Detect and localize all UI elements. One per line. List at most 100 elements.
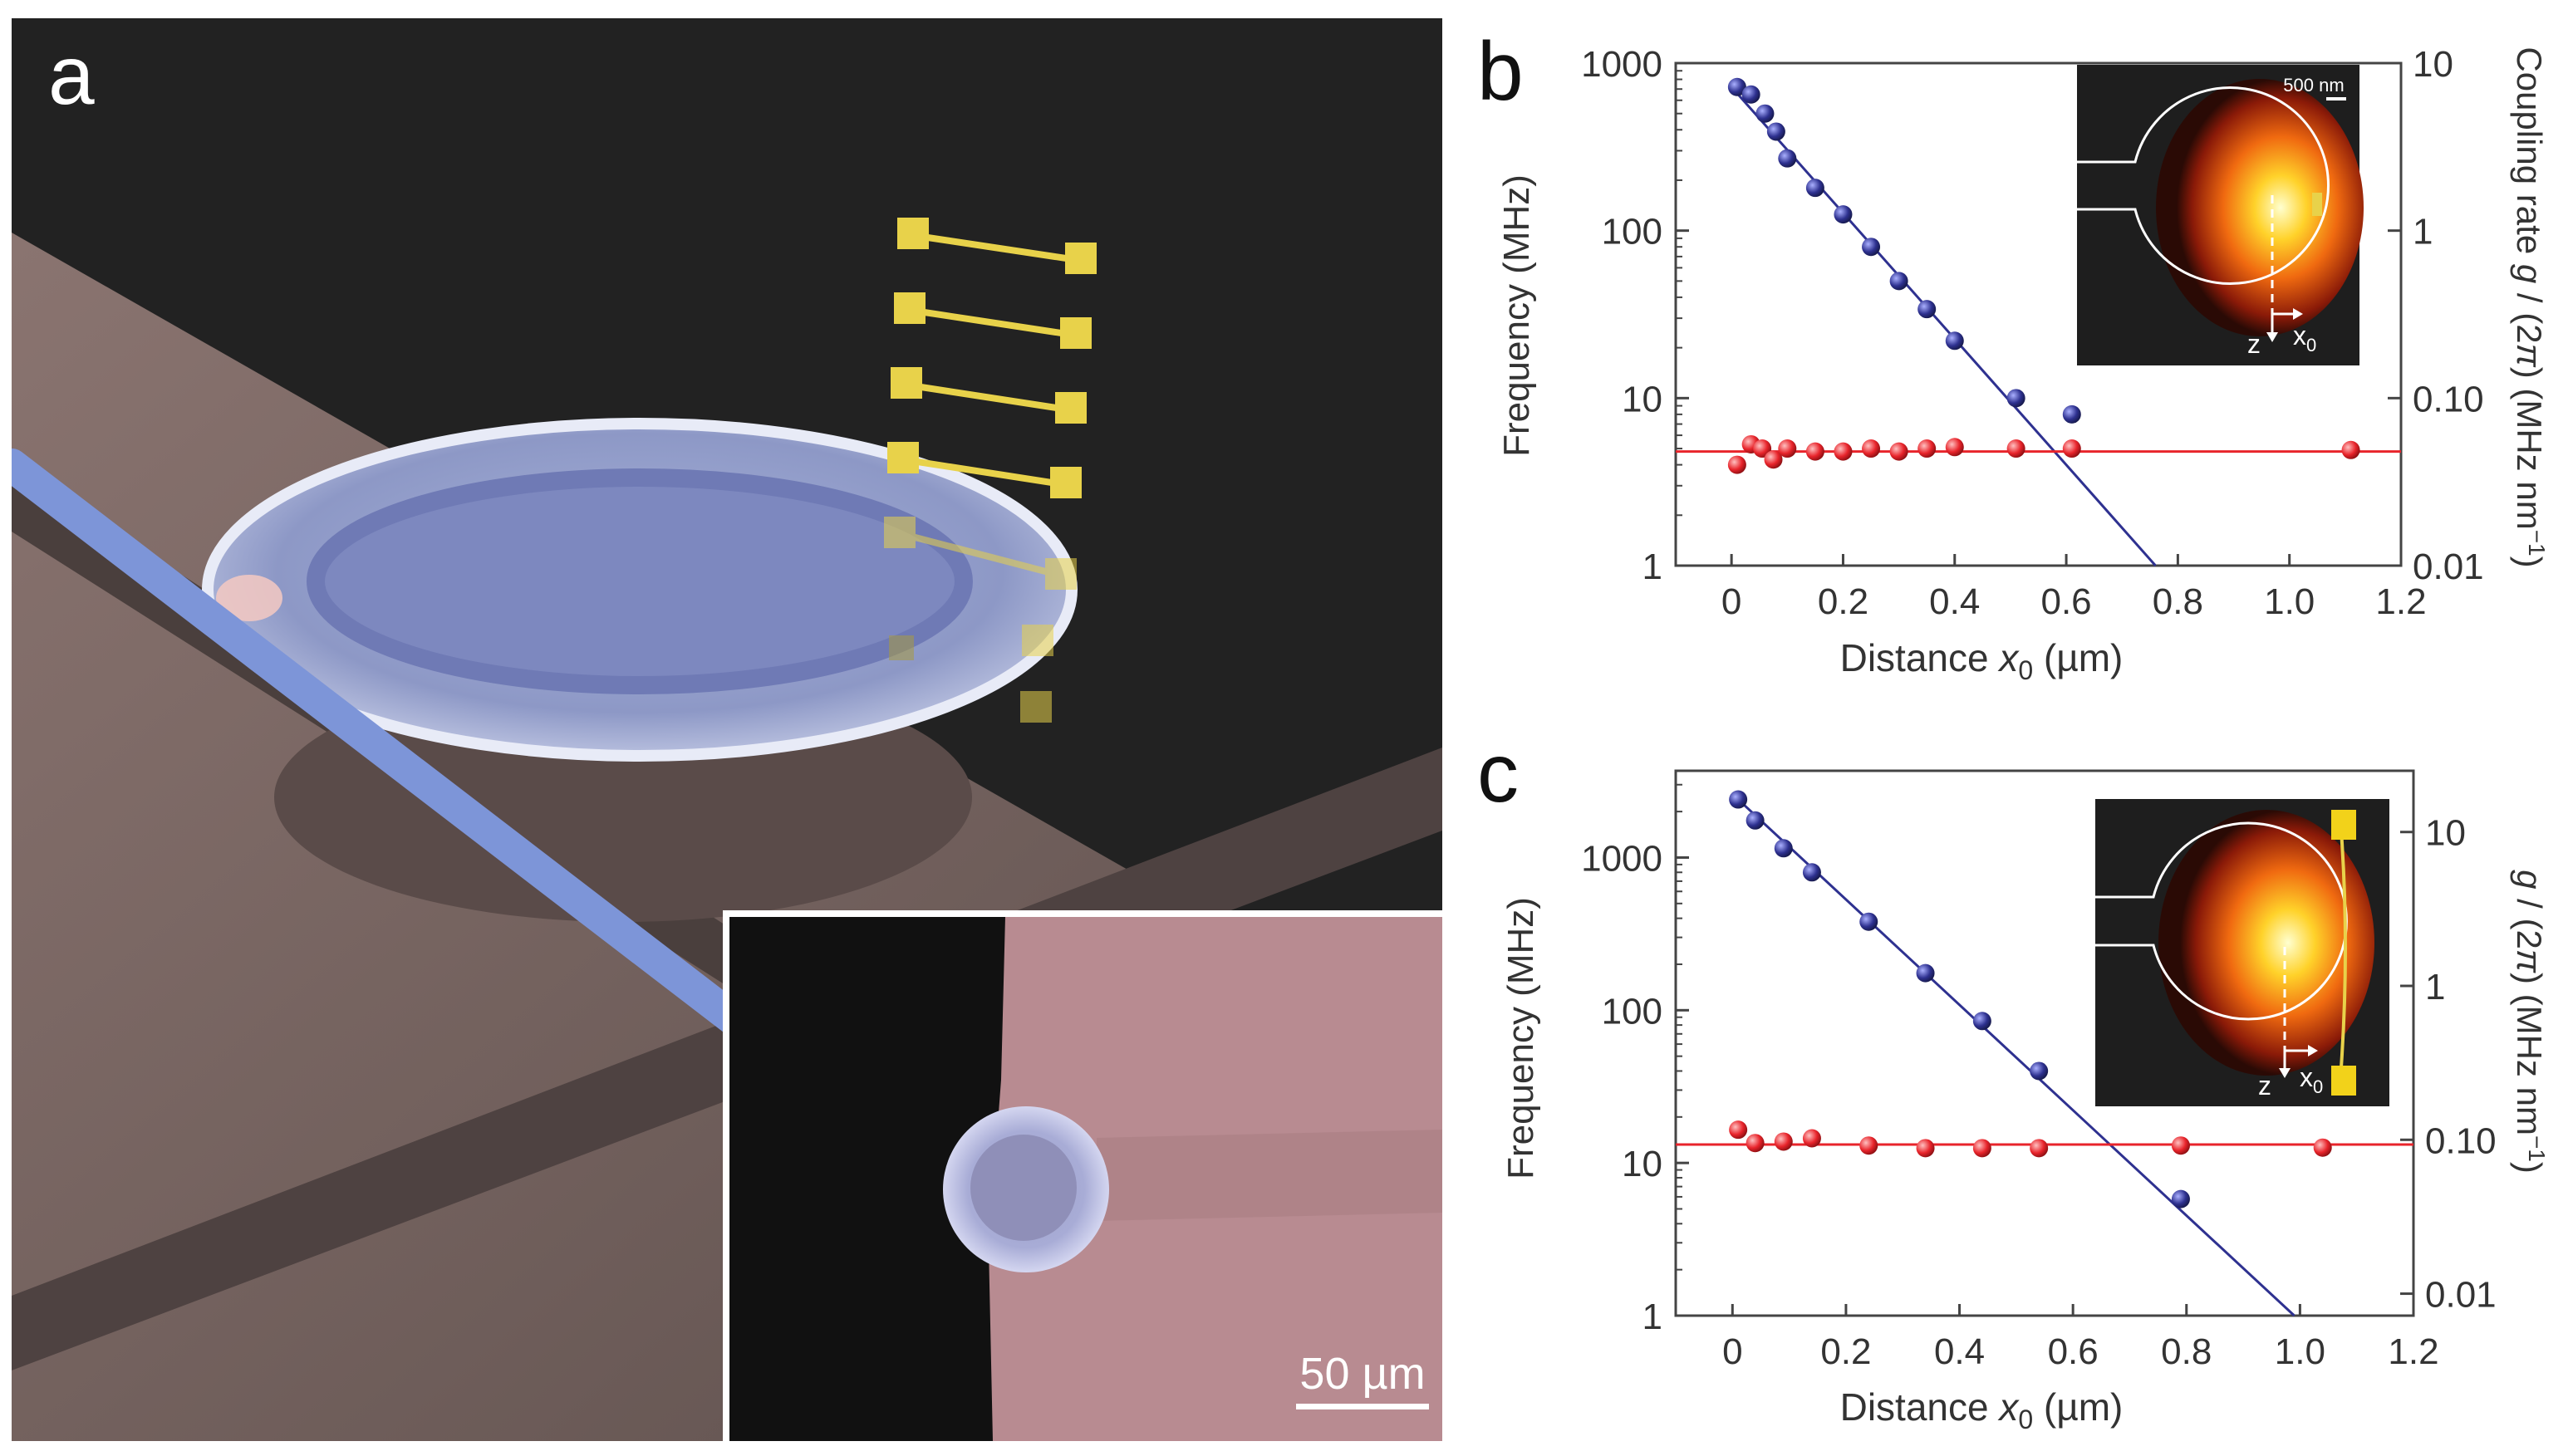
x-tick-label: 0.8	[2161, 1331, 2212, 1372]
coupling-rate-data-point	[1774, 1132, 1793, 1151]
disk-cross-section-outline	[2077, 86, 2330, 285]
coupling-rate-data-point	[2006, 439, 2025, 458]
x-tick-label: 1.2	[2388, 1331, 2438, 1372]
x-tick-label: 0.2	[1818, 581, 1868, 622]
y2-tick-label: 1	[2413, 212, 2433, 252]
frequency-data-point	[2006, 389, 2025, 408]
frequency-data-point	[1917, 300, 1937, 319]
y2-tick-label: 1	[2425, 967, 2445, 1007]
optical-mode-profile	[2158, 810, 2374, 1076]
frequency-data-point	[1766, 122, 1785, 141]
coupling-rate-data-point	[1746, 1134, 1765, 1153]
panel-b-chart: b 0 0.2 0.4 0.6 0.8 1.0 1.2 1 10 100 1000 0.01 0.10 1…	[1477, 25, 2550, 685]
y-tick-label: 1000	[1581, 838, 1662, 879]
panel-c-label: c	[1477, 727, 1519, 820]
coupling-rate-data-point	[1805, 442, 1824, 461]
panel-b-label: b	[1477, 25, 1524, 118]
coupling-rate-data-point	[1859, 1136, 1878, 1155]
panel-c-chart: c 0 0.2 0.4 0.6 0.8 1.0 1.2 1 10 100 1000 0.01 0.10 1…	[1477, 727, 2550, 1434]
sem-trench	[1097, 1130, 1442, 1221]
scale-bar	[1296, 1404, 1429, 1409]
frequency-fit-line	[1731, 793, 2295, 1317]
coupling-rate-data-point	[1778, 439, 1797, 458]
x0-arrow-head	[2308, 1045, 2318, 1056]
frequency-data-point	[1972, 1012, 1991, 1031]
coupling-rate-data-point	[1727, 455, 1746, 474]
frequency-data-point	[1945, 331, 1964, 351]
coupling-rate-data-point	[1862, 439, 1881, 458]
y-tick-label: 10	[1622, 379, 1662, 419]
coupling-rate-data-point	[1889, 442, 1908, 461]
frequency-data-point	[2062, 404, 2081, 424]
z-arrow-head	[2279, 1068, 2291, 1078]
frequency-data-point	[1774, 839, 1793, 858]
frequency-data-point	[1729, 790, 1748, 809]
y-tick-label: 10	[1622, 1144, 1662, 1184]
nanobeam	[1022, 625, 1053, 656]
panel-b-fit-lines	[1676, 86, 2401, 566]
coupling-rate-data-point	[1834, 442, 1853, 461]
panel-c-plot-frame	[1674, 769, 2415, 1317]
panel-b-ticks: 0 0.2 0.4 0.6 0.8 1.0 1.2 1 10 100 1000 0.01 0.10 1 10	[1581, 44, 2484, 622]
x-tick-label: 0.6	[2048, 1331, 2099, 1372]
x-tick-label: 1.0	[2264, 581, 2315, 622]
panel-c-mode-inset: z x0	[2095, 799, 2389, 1106]
frequency-data-point	[1746, 811, 1765, 830]
y-tick-label: 100	[1602, 212, 1662, 252]
coupling-rate-data-point	[1764, 450, 1783, 469]
panel-b-x-axis-label: Distance x0 (µm)	[1840, 636, 2124, 685]
x0-arrow-head	[2293, 308, 2303, 320]
inset-z-label: z	[2258, 1071, 2271, 1101]
inset-z-label: z	[2247, 329, 2261, 359]
panel-b-y2-axis-label: Coupling rate g / (2π) (MHz nm−1)	[2510, 47, 2550, 567]
panel-c-y-axis-label: Frequency (MHz)	[1500, 897, 1541, 1179]
nanobeam-cross-section	[2312, 193, 2322, 216]
x-tick-label: 0	[1722, 1331, 1742, 1372]
coupling-rate-data-point	[1802, 1129, 1821, 1148]
nanobeam	[891, 367, 1087, 424]
tapered-fiber	[12, 449, 764, 1047]
x-tick-label: 0.6	[2040, 581, 2091, 622]
coupling-rate-data-point	[1916, 1139, 1935, 1158]
frequency-data-point	[1778, 149, 1797, 168]
y2-tick-label: 0.10	[2413, 379, 2484, 419]
x-tick-label: 1.0	[2275, 1331, 2325, 1372]
panel-b-y-axis-label: Frequency (MHz)	[1496, 174, 1537, 457]
y-tick-label: 1	[1642, 547, 1662, 587]
x-tick-label: 0.4	[1934, 1331, 1985, 1372]
panel-a-label: a	[48, 29, 95, 122]
coupling-rate-data-point	[1972, 1139, 1991, 1158]
fiber-contact-glow	[216, 575, 282, 621]
x-tick-label: 0.8	[2153, 581, 2203, 622]
optical-mode-profile	[2156, 79, 2364, 336]
frequency-data-point	[1916, 963, 1935, 983]
nanobeam	[894, 292, 1092, 349]
panel-a-illustration: a 50 µm	[12, 18, 1442, 1441]
nanobeam-bottom-pad	[2331, 1066, 2356, 1096]
frequency-data-point	[1834, 205, 1853, 224]
frequency-data-point	[1802, 863, 1821, 882]
z-arrow-head	[2266, 332, 2278, 342]
panel-b-axes-area: 0 0.2 0.4 0.6 0.8 1.0 1.2 1 10 100 1000 0.01 0.10 1 10	[1581, 44, 2484, 622]
microdisk-inner-ring	[307, 468, 973, 694]
coupling-rate-data-point	[2062, 439, 2081, 458]
nanobeam	[897, 218, 1097, 274]
y2-tick-label: 0.01	[2425, 1275, 2497, 1316]
y-tick-label: 1	[1642, 1297, 1662, 1337]
coupling-rate-data-point	[2171, 1136, 2190, 1155]
y2-tick-label: 10	[2413, 44, 2453, 85]
inset-scale-bar-label: 500 nm	[2283, 75, 2344, 96]
sem-inset: 50 µm	[723, 910, 1442, 1441]
coupling-rate-data-point	[2313, 1138, 2332, 1157]
frequency-data-point	[1862, 238, 1881, 257]
nanobeam-top-pad	[2331, 810, 2356, 840]
nanobeam-profile-line	[2340, 830, 2347, 1068]
y-tick-label: 100	[1602, 991, 1662, 1032]
x-tick-label: 0.2	[1820, 1331, 1871, 1372]
frequency-data-point	[1727, 77, 1746, 96]
panel-b-plot-frame	[1674, 61, 2403, 567]
x-tick-label: 0	[1721, 581, 1741, 622]
frequency-data-point	[2171, 1189, 2190, 1208]
frequency-data-point	[1741, 85, 1760, 104]
